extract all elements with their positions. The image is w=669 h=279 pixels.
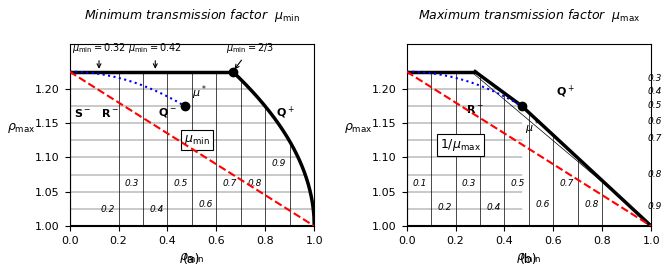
Text: 0.5: 0.5 [648, 101, 662, 110]
Text: 0.8: 0.8 [584, 200, 599, 209]
Text: $\mathbf{R}^-$: $\mathbf{R}^-$ [466, 103, 484, 115]
Text: (a): (a) [183, 252, 201, 266]
Text: $\mathbf{Q}^+$: $\mathbf{Q}^+$ [276, 105, 294, 121]
Text: 0.6: 0.6 [199, 200, 213, 209]
Title: Maximum transmission factor  $\mu_{\mathrm{max}}$: Maximum transmission factor $\mu_{\mathr… [417, 7, 640, 24]
Text: $\mu^*$: $\mu^*$ [525, 118, 540, 137]
Text: 0.9: 0.9 [272, 159, 286, 168]
Text: 0.5: 0.5 [174, 179, 188, 188]
Text: $\mu_{\min}{=}0.32$: $\mu_{\min}{=}0.32$ [72, 41, 126, 68]
Text: 0.5: 0.5 [511, 179, 525, 188]
Text: 0.2: 0.2 [438, 203, 452, 212]
Text: 0.4: 0.4 [648, 87, 662, 96]
Text: 0.3: 0.3 [648, 74, 662, 83]
Text: 0.8: 0.8 [248, 179, 262, 188]
Text: 0.7: 0.7 [648, 134, 662, 143]
Text: 0.2: 0.2 [100, 205, 115, 214]
Text: $\mathbf{Q}^+$: $\mathbf{Q}^+$ [556, 84, 575, 100]
Text: $\mathbf{R}^-$: $\mathbf{R}^-$ [101, 107, 119, 119]
Text: 0.7: 0.7 [223, 179, 237, 188]
Text: $\mathbf{S}^-$: $\mathbf{S}^-$ [74, 107, 92, 119]
Text: 0.6: 0.6 [535, 200, 550, 209]
Text: 0.7: 0.7 [560, 179, 574, 188]
X-axis label: $\rho_{\mathrm{min}}$: $\rho_{\mathrm{min}}$ [516, 251, 542, 265]
Text: 0.3: 0.3 [462, 179, 476, 188]
Text: $1/\mu_{\max}$: $1/\mu_{\max}$ [440, 137, 481, 153]
Y-axis label: $\rho_{\mathrm{max}}$: $\rho_{\mathrm{max}}$ [7, 121, 35, 135]
Text: 0.1: 0.1 [413, 179, 427, 188]
Text: (b): (b) [520, 252, 538, 266]
Text: 0.8: 0.8 [648, 170, 662, 179]
Text: $\mu_{\min}$: $\mu_{\min}$ [184, 133, 210, 147]
Text: 0.6: 0.6 [648, 117, 662, 126]
Text: 0.9: 0.9 [648, 202, 662, 211]
Title: Minimum transmission factor  $\mu_{\mathrm{min}}$: Minimum transmission factor $\mu_{\mathr… [84, 7, 300, 24]
Text: $\mu_{\min}{=}0.42$: $\mu_{\min}{=}0.42$ [128, 41, 183, 68]
Text: $\mathbf{Q}^-$: $\mathbf{Q}^-$ [158, 106, 177, 119]
X-axis label: $\rho_{\mathrm{min}}$: $\rho_{\mathrm{min}}$ [179, 251, 205, 265]
Y-axis label: $\rho_{\mathrm{max}}$: $\rho_{\mathrm{max}}$ [344, 121, 373, 135]
Text: 0.4: 0.4 [149, 205, 164, 214]
Text: $\mu_{\min}{=}2/3$: $\mu_{\min}{=}2/3$ [227, 41, 275, 68]
Text: 0.4: 0.4 [486, 203, 501, 212]
Text: $\mu^*$: $\mu^*$ [192, 84, 207, 102]
Text: 0.3: 0.3 [125, 179, 139, 188]
